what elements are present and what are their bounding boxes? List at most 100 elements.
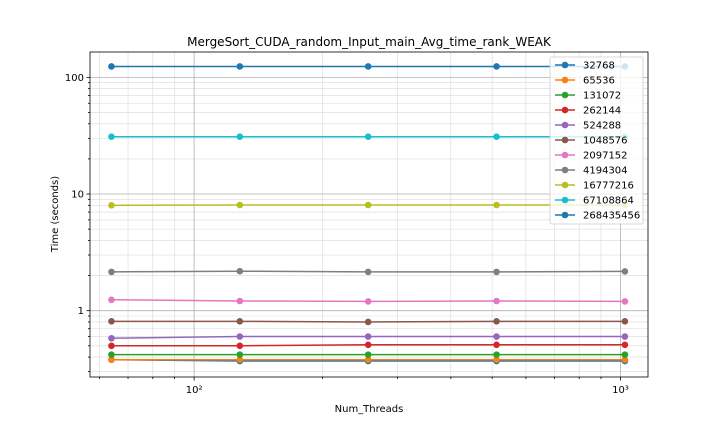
legend-label: 131072 — [583, 91, 621, 102]
series-268435456 — [108, 63, 629, 70]
series-65536 — [108, 356, 629, 363]
series-131072 — [108, 351, 629, 358]
data-point — [621, 356, 629, 363]
x-tick-label: 10² — [186, 385, 203, 396]
data-point — [108, 356, 115, 363]
legend-marker — [561, 61, 569, 69]
legend-entry: 32768 — [555, 61, 615, 72]
legend-entry: 268435456 — [555, 211, 640, 222]
legend: 32768 65536 131072 262144 524288 1048576 20971… — [549, 56, 644, 225]
legend-marker — [561, 91, 569, 99]
series-2097152 — [108, 296, 629, 305]
data-point — [364, 133, 372, 141]
legend-marker — [561, 211, 569, 219]
data-point — [236, 342, 244, 350]
data-point — [236, 63, 244, 70]
data-point — [236, 267, 244, 275]
y-tick-label: 10 — [71, 190, 84, 201]
data-point — [621, 268, 629, 275]
legend-label: 67108864 — [583, 196, 634, 207]
data-point — [236, 201, 244, 209]
data-point — [108, 318, 115, 325]
data-point — [364, 351, 372, 358]
data-point — [364, 333, 372, 340]
data-point — [364, 341, 372, 349]
data-point — [108, 63, 115, 70]
data-point — [621, 351, 629, 358]
series-4194304 — [108, 267, 629, 276]
data-point — [493, 318, 500, 325]
data-point — [493, 133, 500, 141]
plot-frame — [89, 51, 649, 378]
legend-entry: 2097152 — [555, 151, 628, 162]
legend-label: 524288 — [583, 121, 621, 132]
legend-label: 268435456 — [583, 211, 640, 222]
data-point — [493, 63, 500, 70]
data-point — [493, 356, 500, 363]
series-layer — [108, 63, 629, 365]
legend-label: 2097152 — [583, 151, 628, 162]
legend-marker — [561, 166, 569, 174]
legend-marker — [561, 151, 569, 159]
legend-label: 4194304 — [583, 166, 628, 177]
legend-label: 262144 — [583, 106, 621, 117]
chart-title: MergeSort_CUDA_random_Input_main_Avg_tim… — [187, 35, 552, 49]
legend-label: 65536 — [583, 76, 615, 87]
data-point — [493, 268, 500, 276]
series-67108864 — [108, 133, 629, 141]
legend-label: 16777216 — [583, 181, 634, 192]
data-point — [621, 298, 629, 305]
series-262144 — [108, 341, 629, 350]
data-point — [364, 268, 372, 276]
data-point — [236, 297, 244, 305]
legend-marker — [561, 76, 569, 84]
legend-entry: 67108864 — [555, 196, 634, 207]
data-point — [108, 133, 115, 141]
legend-marker — [561, 136, 569, 144]
data-point — [493, 333, 500, 340]
legend-marker — [561, 196, 569, 204]
legend-entry: 4194304 — [555, 166, 628, 177]
legend-entry: 262144 — [555, 106, 621, 117]
data-point — [621, 333, 629, 340]
legend-box — [549, 56, 644, 225]
legend-entry: 65536 — [555, 76, 615, 87]
data-point — [493, 201, 500, 209]
legend-entry: 1048576 — [555, 136, 628, 147]
data-point — [364, 318, 372, 326]
axis-ticks: 10² 10³ 1 10 100 — [65, 73, 629, 396]
data-point — [108, 351, 115, 358]
data-point — [493, 351, 500, 358]
y-tick-label: 100 — [65, 73, 84, 84]
data-point — [493, 341, 500, 349]
legend-marker — [561, 181, 569, 189]
series-524288 — [108, 333, 629, 342]
data-point — [108, 342, 115, 350]
data-point — [236, 133, 244, 141]
y-axis-title: Time (seconds) — [50, 176, 61, 253]
legend-entry: 131072 — [555, 91, 621, 102]
data-point — [364, 298, 372, 305]
data-point — [108, 202, 115, 209]
data-point — [236, 356, 244, 363]
data-point — [236, 333, 244, 340]
legend-entry: 524288 — [555, 121, 621, 132]
data-point — [108, 268, 115, 276]
data-point — [364, 356, 372, 363]
x-axis-title: Num_Threads — [335, 404, 404, 415]
data-point — [364, 63, 372, 70]
data-point — [621, 318, 629, 325]
data-point — [236, 318, 244, 325]
data-point — [364, 201, 372, 209]
data-point — [621, 341, 629, 349]
series-1048576 — [108, 318, 629, 326]
legend-entry: 16777216 — [555, 181, 634, 192]
data-point — [108, 334, 115, 342]
legend-label: 32768 — [583, 61, 615, 72]
data-point — [108, 296, 115, 304]
data-point — [236, 351, 244, 358]
legend-marker — [561, 106, 569, 114]
legend-marker — [561, 121, 569, 129]
y-tick-label: 1 — [78, 306, 84, 317]
